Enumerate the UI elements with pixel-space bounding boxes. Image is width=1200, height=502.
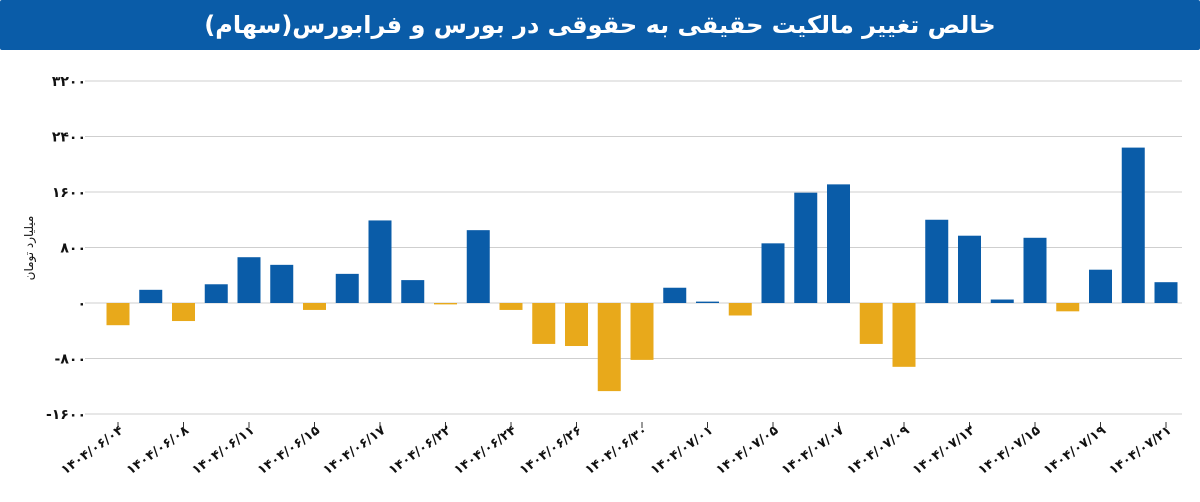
- x-tick-label: ۱۴۰۴/۰۶/۲۲: [386, 423, 454, 478]
- bar: [925, 219, 949, 303]
- x-tick-label: ۱۴۰۴/۰۶/۰۴: [58, 423, 126, 478]
- x-tick-label: ۱۴۰۴/۰۶/۱۵: [255, 423, 323, 478]
- x-tick-label: ۱۴۰۴/۰۷/۰۷: [779, 423, 847, 478]
- chart-title-bar: خالص تغییر مالکیت حقیقی به حقوقی در بورس…: [0, 0, 1200, 50]
- bar: [270, 264, 294, 303]
- bar: [303, 303, 326, 310]
- chart-title: خالص تغییر مالکیت حقیقی به حقوقی در بورس…: [204, 11, 996, 39]
- x-axis-ticks: ۱۴۰۴/۰۶/۰۴۱۴۰۴/۰۶/۰۸۱۴۰۴/۰۶/۱۱۱۴۰۴/۰۶/۱۵…: [58, 422, 1174, 478]
- bar: [859, 303, 883, 344]
- x-tick-label: ۱۴۰۴/۰۶/۳۰: [582, 423, 650, 478]
- y-tick-label: ۸۰۰: [60, 241, 86, 257]
- bar: [1056, 303, 1080, 312]
- y-tick-label: ۰: [77, 296, 86, 312]
- bars: [106, 147, 1178, 392]
- bar: [466, 230, 490, 303]
- x-tick-label: ۱۴۰۴/۰۷/۰۱: [648, 423, 716, 478]
- bar: [401, 280, 425, 303]
- x-tick-label: ۱۴۰۴/۰۷/۱۹: [1041, 423, 1109, 478]
- y-tick-label: ۲۴۰۰: [52, 130, 86, 146]
- bar: [1023, 237, 1047, 303]
- bar: [1089, 269, 1112, 303]
- bar: [696, 301, 719, 303]
- bar: [827, 184, 850, 303]
- bar: [139, 289, 163, 303]
- bar: [597, 303, 621, 392]
- x-tick-label: ۱۴۰۴/۰۶/۱۷: [320, 423, 388, 478]
- bar: [368, 220, 392, 303]
- x-tick-label: ۱۴۰۴/۰۷/۱۳: [910, 423, 978, 478]
- x-tick-label: ۱۴۰۴/۰۷/۰۵: [713, 423, 781, 478]
- y-tick-label: -۱۶۰۰: [46, 407, 86, 423]
- x-tick-label: ۱۴۰۴/۰۶/۰۸: [124, 423, 192, 478]
- bar: [761, 243, 785, 303]
- bar: [990, 299, 1014, 303]
- x-tick-label: ۱۴۰۴/۰۶/۱۱: [189, 423, 257, 478]
- bar: [335, 273, 359, 303]
- y-tick-label: ۳۲۰۰: [52, 74, 86, 90]
- bar: [1154, 282, 1178, 303]
- bar: [663, 287, 687, 303]
- x-tick-label: ۱۴۰۴/۰۶/۲۴: [451, 423, 519, 478]
- bar: [794, 192, 818, 303]
- bar: [892, 303, 916, 367]
- bar: [958, 235, 981, 303]
- x-tick-label: ۱۴۰۴/۰۷/۲۱: [1106, 423, 1174, 478]
- y-tick-label: ۱۶۰۰: [52, 185, 86, 201]
- x-tick-label: ۱۴۰۴/۰۷/۰۹: [844, 423, 912, 478]
- gridlines: [85, 80, 1182, 415]
- x-tick-label: ۱۴۰۴/۰۶/۲۶: [517, 423, 585, 478]
- bar: [434, 303, 457, 305]
- bar: [532, 303, 556, 344]
- bar: [106, 303, 130, 326]
- bar: [728, 303, 752, 316]
- bar: [237, 257, 261, 303]
- bar: [204, 284, 228, 303]
- bar: [1121, 147, 1145, 303]
- x-tick-label: ۱۴۰۴/۰۷/۱۵: [975, 423, 1043, 478]
- y-axis-label: میلیارد تومان: [22, 216, 37, 281]
- bar: [172, 303, 195, 322]
- bar: [565, 303, 588, 347]
- y-axis-ticks: ۳۲۰۰ ۲۴۰۰ ۱۶۰۰ ۸۰۰ ۰ -۸۰۰ -۱۶۰۰: [46, 74, 86, 423]
- y-tick-label: -۸۰۰: [55, 352, 86, 368]
- bar: [499, 303, 523, 310]
- bar: [630, 303, 654, 360]
